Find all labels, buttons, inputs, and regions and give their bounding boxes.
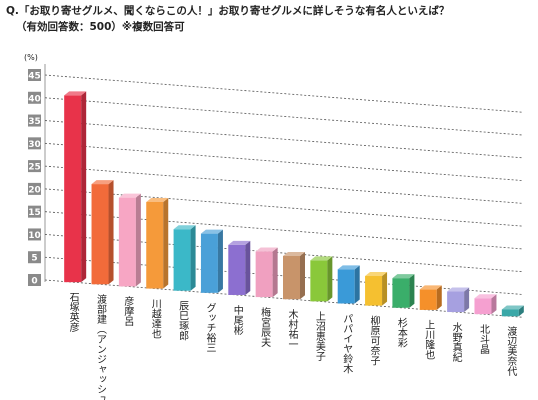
x-tick-label: 梅宮辰夫 xyxy=(259,306,271,348)
y-tick-label: 5 xyxy=(31,254,37,264)
bar-top xyxy=(173,225,196,230)
bar-top xyxy=(146,198,169,203)
y-tick-label: 25 xyxy=(28,163,41,173)
x-tick-label: 水野真紀 xyxy=(450,322,462,362)
x-tick-label: グッチ裕三 xyxy=(204,303,216,353)
grid-line xyxy=(44,165,523,204)
bar-side xyxy=(163,198,169,289)
bar-top xyxy=(474,294,497,299)
x-tick-label: 渡部建（アンジャッシュ） xyxy=(95,293,107,400)
bar xyxy=(392,278,410,308)
x-tick-label: 杉本彩 xyxy=(395,317,407,349)
grid-line xyxy=(44,188,523,227)
bar xyxy=(419,289,437,310)
bar xyxy=(310,260,328,302)
x-tick-label: 上沼恵美子 xyxy=(313,311,325,361)
bar-side xyxy=(300,251,305,300)
bar-top xyxy=(64,91,87,96)
grid-line xyxy=(44,97,523,136)
bar xyxy=(146,202,164,289)
y-tick-label: 0 xyxy=(31,277,37,287)
y-tick-label: 10 xyxy=(28,231,41,241)
bar xyxy=(365,276,383,306)
bar-top xyxy=(283,251,305,256)
bar-side xyxy=(327,256,333,302)
bar xyxy=(228,244,246,295)
bar-top xyxy=(447,287,470,292)
bar xyxy=(337,269,355,304)
bar-top xyxy=(91,180,114,185)
bar-top xyxy=(337,265,360,270)
bar-side xyxy=(272,247,278,298)
x-tick-label: 辰巳琢郎 xyxy=(177,300,189,341)
y-tick-label: 30 xyxy=(28,140,41,150)
y-tick-label: 40 xyxy=(28,94,41,104)
x-tick-label: 中尾彬 xyxy=(231,304,243,336)
bar xyxy=(283,255,300,300)
x-tick-label: 石塚英彦 xyxy=(67,292,79,333)
bar-side xyxy=(464,287,470,313)
chart-title: Q.「お取り寄せグルメ、聞くならこの人！」お取り寄せグルメに詳しそうな有名人とい… xyxy=(6,4,449,17)
bar xyxy=(474,298,492,315)
bar xyxy=(200,233,218,293)
bar-top xyxy=(200,229,223,234)
y-tick-label: 45 xyxy=(28,72,41,82)
bar-side xyxy=(491,294,497,315)
y-tick-box xyxy=(28,160,41,173)
bar-top xyxy=(310,256,333,261)
chart-subtitle: （有効回答数：500）※複数回答可 xyxy=(16,20,185,33)
bar xyxy=(64,95,82,283)
x-tick-label: 北斗晶 xyxy=(477,324,489,355)
bar-top xyxy=(419,285,442,290)
bar-side xyxy=(81,91,87,283)
bar xyxy=(173,229,191,291)
bar-top xyxy=(255,247,278,252)
y-tick-box xyxy=(28,274,41,286)
bar xyxy=(118,197,136,287)
bar-side xyxy=(245,240,251,295)
x-tick-label: 渡辺美奈代 xyxy=(505,325,517,377)
y-axis-label: (%) xyxy=(24,53,38,62)
grid-line xyxy=(44,120,523,159)
y-tick-label: 20 xyxy=(28,185,41,195)
y-tick-label: 35 xyxy=(28,117,41,127)
bar-side xyxy=(190,225,196,291)
bar-side xyxy=(382,272,388,306)
y-tick-box xyxy=(28,182,41,195)
y-tick-box xyxy=(28,114,41,127)
bar-top xyxy=(118,193,141,198)
bar xyxy=(447,291,465,313)
y-tick-box xyxy=(28,91,41,104)
grid-line xyxy=(44,211,523,250)
bar xyxy=(501,309,519,317)
grid-line xyxy=(44,74,523,113)
x-tick-label: 上川隆也 xyxy=(423,320,435,360)
bar xyxy=(255,251,273,298)
x-tick-label: 彦摩呂 xyxy=(122,295,134,327)
bar-side xyxy=(217,229,223,293)
bar-side xyxy=(409,274,415,308)
x-tick-label: パパイヤ鈴木 xyxy=(341,313,353,374)
x-tick-label: 川越達也 xyxy=(149,299,161,339)
bar-side xyxy=(518,305,524,317)
bar xyxy=(91,184,109,285)
y-tick-box xyxy=(28,228,41,241)
bar-top xyxy=(501,305,524,310)
bar-side xyxy=(436,285,442,310)
grid-line xyxy=(44,142,523,181)
bar-side xyxy=(135,193,141,287)
y-tick-box xyxy=(28,251,41,264)
bar-top xyxy=(365,272,388,277)
bar-top xyxy=(392,274,415,279)
y-tick-box xyxy=(28,69,41,81)
y-tick-label: 15 xyxy=(28,208,41,218)
x-tick-label: 木村祐一 xyxy=(286,309,298,349)
x-tick-label: 柳原可奈子 xyxy=(368,314,380,365)
y-tick-box xyxy=(28,205,41,218)
y-tick-box xyxy=(28,137,41,150)
bar-top xyxy=(228,240,251,245)
bar-side xyxy=(108,180,114,285)
bar-side xyxy=(354,265,360,304)
